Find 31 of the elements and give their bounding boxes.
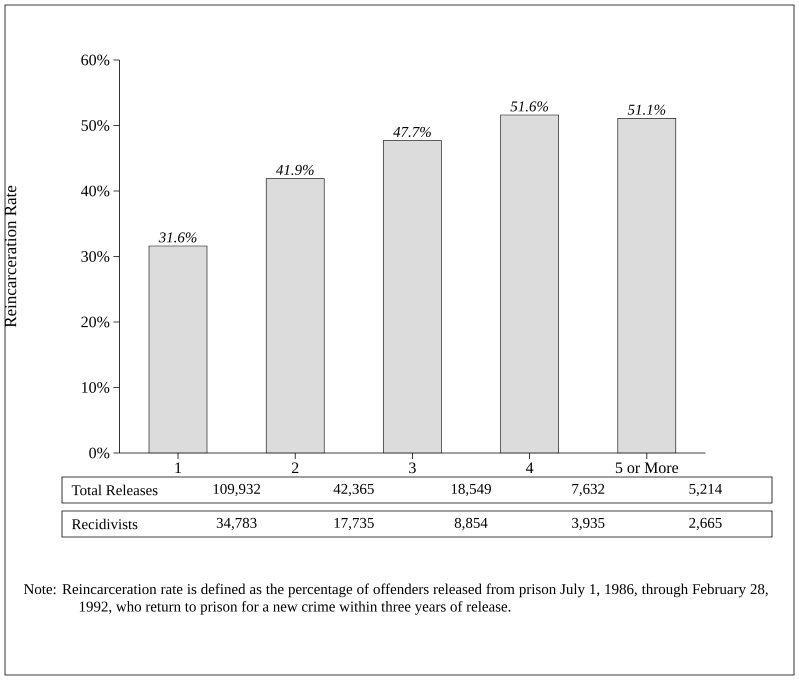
x-tick-label: 3 — [409, 462, 416, 474]
data-label: 51.1% — [628, 104, 666, 115]
data-label: 47.7% — [393, 126, 431, 138]
text: 8,854 — [454, 518, 488, 530]
text: 18,549 — [452, 484, 491, 496]
text: 42,365 — [334, 484, 374, 496]
text: 17,735 — [334, 518, 374, 530]
y-tick-label: 50% — [82, 120, 110, 131]
text: Total Releases — [72, 484, 158, 496]
text: 3,935 — [572, 518, 604, 530]
text: 7,632 — [572, 484, 604, 496]
y-tick-label: 20% — [81, 316, 110, 328]
y-tick-label: 30% — [81, 251, 110, 262]
text: Recidivists — [72, 518, 138, 530]
x-tick-label: 5 or More — [616, 462, 678, 474]
y-tick-label: 10% — [82, 382, 110, 393]
text: 109,932 — [214, 484, 260, 496]
y-tick-label: 40% — [80, 186, 110, 196]
y-axis-title: Reincarceration Rate — [4, 186, 16, 328]
text: Note: Reincarceration rate is defined as the percentage of offenders released from prison July 1, 1986, through February 28, 1992, who return to prison for a new crime within three years of release. — [24, 584, 768, 615]
y-tick-label: 0% — [89, 448, 110, 458]
data-label: 51.6% — [510, 101, 548, 112]
x-tick-label: 1 — [175, 462, 182, 474]
x-tick-label: 2 — [292, 462, 298, 474]
text: 2,665 — [689, 518, 722, 530]
text: 5,214 — [689, 484, 722, 496]
x-tick-label: 4 — [526, 462, 534, 473]
text: 34,783 — [216, 518, 257, 530]
data-label: 31.6% — [158, 232, 196, 242]
y-tick-label: 60% — [81, 54, 110, 66]
data-label: 41.9% — [276, 164, 314, 176]
